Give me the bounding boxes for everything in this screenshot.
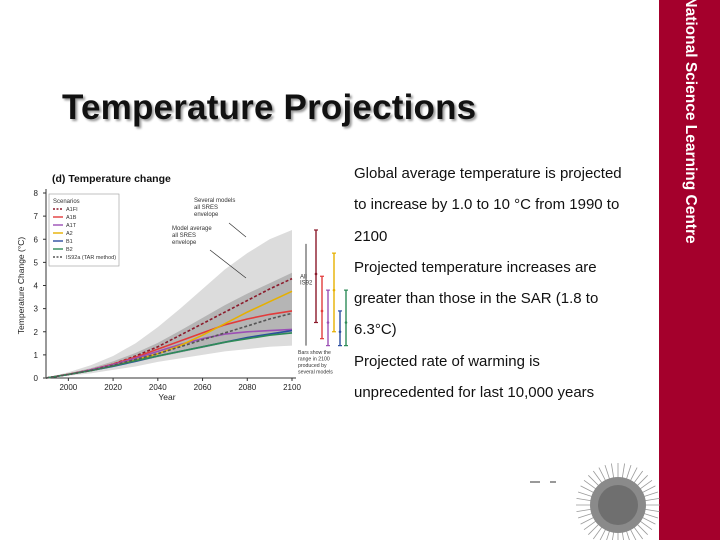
annotation-bars: several models — [298, 370, 333, 376]
all-bar-label: IS92 — [300, 280, 313, 286]
legend-box — [48, 193, 120, 267]
bullet-line: greater than those in the SAR (1.8 to — [354, 290, 599, 308]
y-tick-label: 7 — [34, 212, 39, 221]
radiolarian-emblem — [530, 463, 660, 540]
emblem-core — [598, 485, 638, 525]
all-bar-label: All — [300, 275, 307, 281]
bullet-line: Global average temperature is projected — [354, 165, 622, 182]
annotation-several: envelope — [194, 212, 219, 218]
y-tick-label: 5 — [34, 258, 39, 267]
range-bar-mid — [344, 321, 348, 324]
annotation-bg — [170, 223, 220, 251]
range-bar-mid — [314, 272, 318, 276]
annotation-average: all SRES — [172, 233, 196, 239]
annotation-bars: range in 2100 — [298, 357, 330, 363]
x-tick-label: 2000 — [59, 383, 77, 392]
annotation-bars: produced by — [298, 363, 327, 369]
annotation-bars: Bars show the — [298, 350, 331, 356]
y-tick-label: 8 — [34, 189, 39, 198]
legend-heading: Scenarios — [53, 199, 80, 205]
range-bar-mid — [320, 309, 324, 313]
legend-item: IS92a (TAR method) — [66, 255, 116, 261]
x-axis-label: Year — [158, 392, 175, 402]
legend: Scenarios A1FI A1B A1T A2 B1 B2 IS92a (TAR meth… — [48, 193, 120, 267]
y-axis-label: Temperature Change (°C) — [16, 237, 26, 335]
annotation-several: Several models — [194, 198, 235, 204]
x-tick-label: 2060 — [194, 383, 212, 392]
legend-item: B2 — [66, 247, 73, 253]
x-tick-label: 2080 — [238, 383, 256, 392]
y-tick-label: 4 — [34, 282, 39, 291]
y-tick-label: 1 — [34, 351, 39, 360]
bullet-line: to increase by 1.0 to 10 °C from 1990 to — [354, 196, 620, 214]
slide-title: Temperature Projections — [62, 88, 477, 127]
bullet-list: Global average temperature is projected … — [354, 158, 664, 408]
bullet-line: Projected temperature increases are — [354, 258, 597, 276]
x-tick-label: 2040 — [149, 383, 167, 392]
bullet-line: 2100 — [354, 227, 388, 245]
annotation-average: envelope — [172, 240, 197, 246]
series-line — [45, 312, 293, 379]
legend-item: A1B — [66, 215, 77, 221]
x-tick-label: 2100 — [283, 383, 301, 392]
brand-sidebar — [659, 0, 720, 540]
bullet-line: Projected rate of warming is — [354, 352, 540, 370]
y-tick-label: 0 — [34, 374, 39, 383]
y-tick-label: 6 — [34, 235, 39, 244]
range-bar-mid — [338, 330, 342, 334]
y-tick-label: 2 — [34, 328, 39, 337]
chart-title: (d) Temperature change — [52, 173, 171, 185]
legend-item: A1T — [66, 223, 77, 229]
bullet-line: unprecedented for last 10,000 years — [354, 384, 595, 402]
annotation-bg — [192, 195, 242, 223]
brand-text: National Science Learning Centre — [682, 0, 699, 244]
legend-item: A2 — [66, 231, 73, 237]
envelope-area — [46, 272, 292, 378]
temperature-change-chart: (d) Temperature change 0 1 2 3 4 5 6 7 8 2000 2020 2… — [16, 173, 348, 402]
range-bar-mid — [326, 321, 330, 324]
range-bar-mid — [332, 288, 336, 292]
x-tick-label: 2020 — [104, 383, 122, 392]
y-tick-label: 3 — [34, 305, 39, 314]
annotation-average: Model average — [172, 226, 212, 232]
legend-item: B1 — [66, 239, 73, 245]
legend-item: A1FI — [66, 207, 78, 213]
annotation-arrow — [228, 222, 247, 238]
annotation-arrow — [209, 249, 247, 279]
annotation-several: all SRES — [194, 205, 218, 211]
bullet-line: 6.3°C) — [354, 321, 397, 339]
